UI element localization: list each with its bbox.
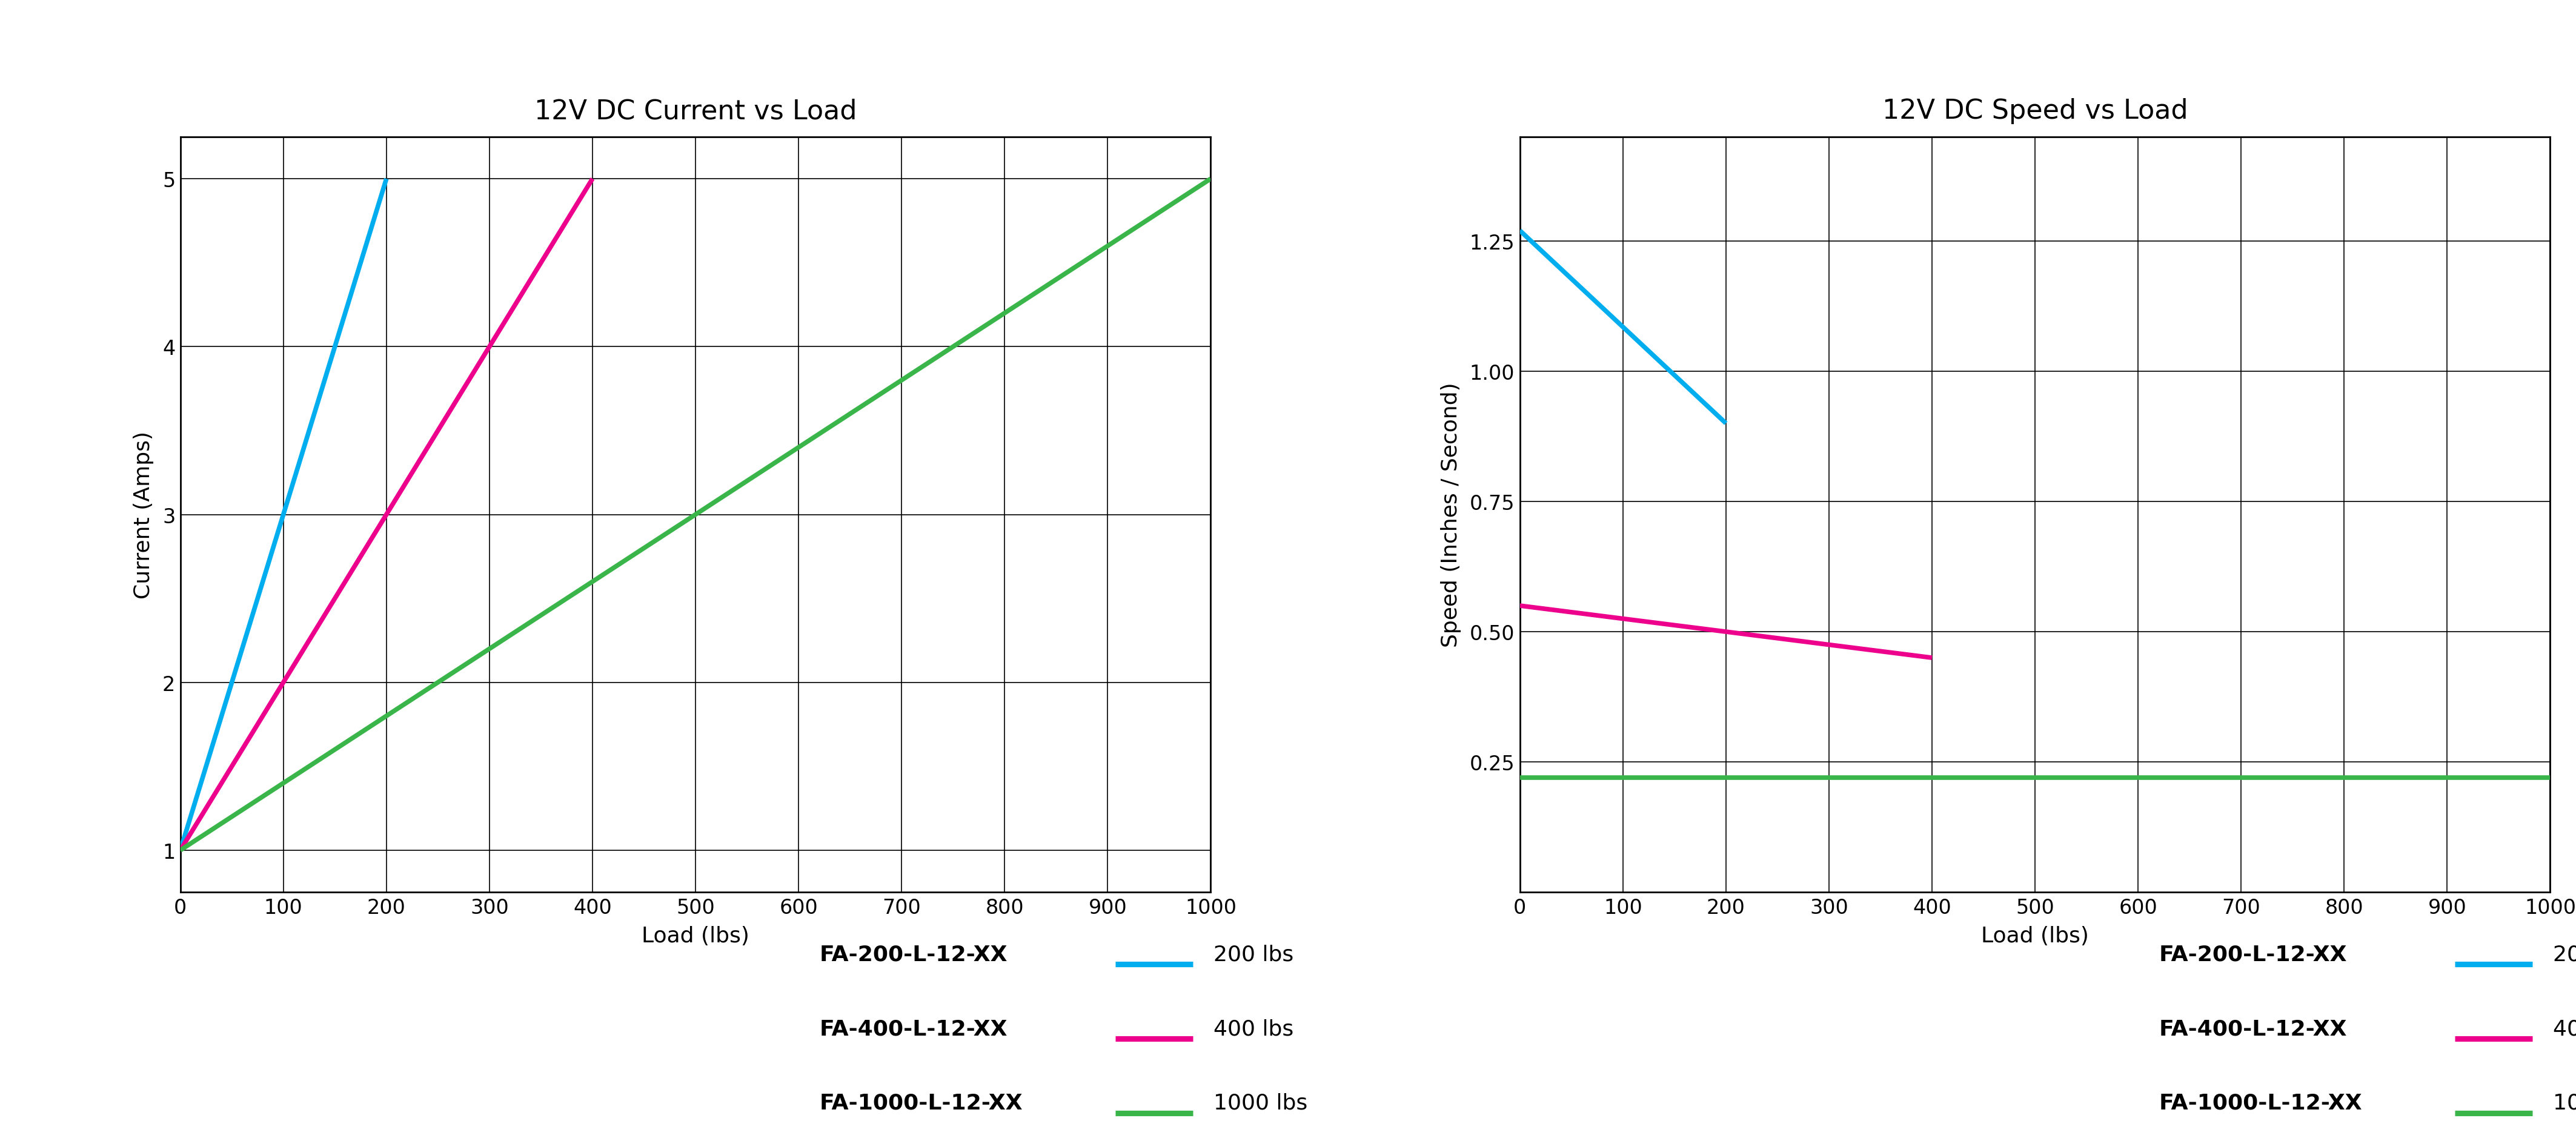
Text: FA-400-L-12-XX: FA-400-L-12-XX — [2159, 1018, 2347, 1039]
Text: 400 lbs: 400 lbs — [1213, 1018, 1293, 1039]
Title: 12V DC Current vs Load: 12V DC Current vs Load — [533, 98, 858, 125]
Title: 12V DC Speed vs Load: 12V DC Speed vs Load — [1883, 98, 2187, 125]
Text: FA-1000-L-12-XX: FA-1000-L-12-XX — [2159, 1093, 2362, 1113]
Text: FA-200-L-12-XX: FA-200-L-12-XX — [819, 944, 1007, 964]
Text: 1000 lbs: 1000 lbs — [1213, 1093, 1309, 1113]
Y-axis label: Current (Amps): Current (Amps) — [134, 431, 155, 598]
Text: 200 lbs: 200 lbs — [2553, 944, 2576, 964]
X-axis label: Load (lbs): Load (lbs) — [1981, 925, 2089, 946]
X-axis label: Load (lbs): Load (lbs) — [641, 925, 750, 946]
Text: FA-1000-L-12-XX: FA-1000-L-12-XX — [819, 1093, 1023, 1113]
Text: FA-200-L-12-XX: FA-200-L-12-XX — [2159, 944, 2347, 964]
Text: 1000 lbs: 1000 lbs — [2553, 1093, 2576, 1113]
Y-axis label: Speed (Inches / Second): Speed (Inches / Second) — [1440, 382, 1461, 648]
Text: 400 lbs: 400 lbs — [2553, 1018, 2576, 1039]
Text: FA-400-L-12-XX: FA-400-L-12-XX — [819, 1018, 1007, 1039]
Text: 200 lbs: 200 lbs — [1213, 944, 1293, 964]
